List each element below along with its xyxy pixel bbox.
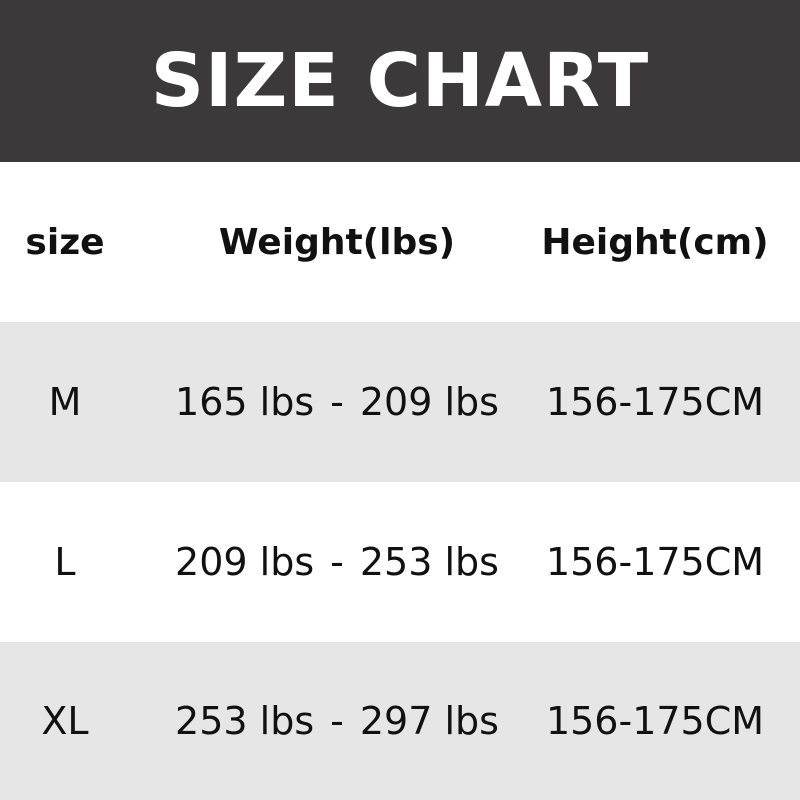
table-row: M 165 lbs -209 lbs 156-175CM [0,322,800,482]
weight-min: 165 lbs [175,380,315,424]
weight-max: 209 lbs [359,380,499,424]
size-cell: L [54,540,76,584]
range-separator: - [330,380,344,424]
weight-max: 253 lbs [359,540,499,584]
weight-cell: 253 lbs -297 lbs [175,642,499,800]
table-header-row: size Weight(lbs) Height(cm) [0,162,800,322]
size-cell: M [48,380,82,424]
height-cell: 156-175CM [545,699,765,743]
size-cell: XL [41,699,89,743]
weight-cell: 165 lbs -209 lbs [175,322,499,482]
header-size: size [25,221,105,263]
height-cell: 156-175CM [545,380,765,424]
range-separator: - [330,540,344,584]
range-separator: - [330,699,344,743]
weight-cell: 209 lbs -253 lbs [175,482,499,642]
page-title: SIZE CHART [150,38,650,124]
table-row: L 209 lbs -253 lbs 156-175CM [0,482,800,642]
header-height: Height(cm) [541,221,769,263]
weight-max: 297 lbs [359,699,499,743]
title-banner: SIZE CHART [0,0,800,162]
weight-min: 253 lbs [175,699,315,743]
header-weight: Weight(lbs) [218,221,456,263]
weight-min: 209 lbs [175,540,315,584]
height-cell: 156-175CM [545,540,765,584]
table-row: XL 253 lbs -297 lbs 156-175CM [0,642,800,800]
